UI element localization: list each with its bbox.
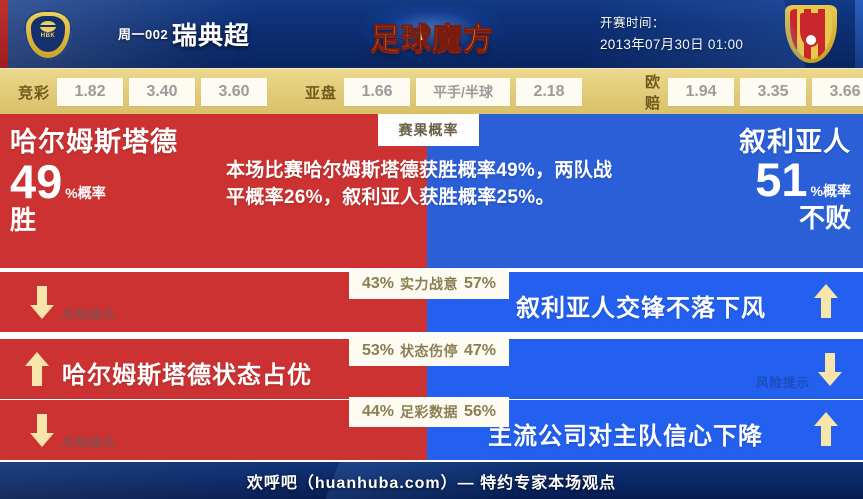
away-result-label: 不败 <box>798 202 851 233</box>
home-team-block: 哈尔姆斯塔德 49 %概率 胜 <box>10 129 238 233</box>
away-verdict-text: 主流公司对主队信心下降 <box>488 423 763 450</box>
header-bar: HBK 周一002 瑞典超 足球魔方 开赛时间： 2013年07月30日 01:… <box>0 0 863 68</box>
match-round: 周一002 <box>118 27 169 42</box>
arrow-up-icon <box>814 284 838 318</box>
chip-category: 状态伤停 <box>400 343 458 359</box>
away-risk-label: 风险提示 <box>756 376 811 390</box>
home-result-label: 胜 <box>10 204 37 235</box>
category-chip: 44% 足彩数据 56% <box>349 397 509 427</box>
table-row: 风险提示 43% 实力战意 57% 叙利亚人交锋不落下风 <box>0 269 863 332</box>
chip-left-percent: 43% <box>361 275 394 292</box>
home-percent-unit: %概率 <box>65 185 106 201</box>
home-panel <box>0 114 427 268</box>
chip-category: 足彩数据 <box>400 404 458 420</box>
home-team-crest-icon: HBK <box>22 8 74 62</box>
home-crest-text: HBK <box>40 33 56 39</box>
odds-cell[interactable]: 3.35 <box>740 78 807 106</box>
arrow-down-icon <box>30 286 54 320</box>
away-percent-unit: %概率 <box>810 183 851 199</box>
header-left-accent <box>0 0 8 68</box>
odds-cell[interactable]: 3.60 <box>201 78 268 106</box>
footer-bar: 欢呼吧（huanhuba.com）— 特约专家本场观点 <box>0 462 863 499</box>
away-panel <box>427 114 863 268</box>
category-chip: 43% 实力战意 57% <box>349 269 509 299</box>
chip-right-percent: 57% <box>464 275 497 292</box>
odds-cell[interactable]: 1.82 <box>57 78 124 106</box>
odds-cell[interactable]: 1.94 <box>668 78 735 106</box>
kickoff-time-label: 开赛时间： <box>600 16 666 30</box>
odds-cell[interactable]: 2.18 <box>516 78 583 106</box>
brand-logo-text: 足球魔方 <box>370 23 494 57</box>
away-win-percent: 51 <box>755 153 808 206</box>
odds-group-label: 欧赔 <box>645 74 662 112</box>
panel-tab-title: 赛果概率 <box>378 114 479 146</box>
arrow-down-icon <box>30 414 54 448</box>
category-chip: 53% 状态伤停 47% <box>349 336 509 366</box>
header-right-accent <box>855 0 863 68</box>
brand-logo: 足球魔方 <box>358 6 506 60</box>
chip-right-percent: 56% <box>464 403 497 420</box>
table-row: 风险提示 44% 足彩数据 56% 主流公司对主队信心下降 <box>0 397 863 460</box>
odds-cell[interactable]: 1.66 <box>344 78 411 106</box>
away-verdict-text: 叙利亚人交锋不落下风 <box>516 295 766 322</box>
arrow-up-icon <box>25 352 49 386</box>
home-win-percent: 49 <box>10 155 63 208</box>
odds-group-yapan: 亚盘 1.66 平手/半球 2.18 <box>305 69 588 115</box>
home-risk-label: 风险提示 <box>62 308 117 322</box>
odds-bar: 竞彩 1.82 3.40 3.60 亚盘 1.66 平手/半球 2.18 欧赔 … <box>0 68 863 115</box>
kickoff-time-value: 2013年07月30日 01:00 <box>600 37 744 52</box>
home-team-name: 哈尔姆斯塔德 <box>10 127 178 157</box>
odds-group-oupei: 欧赔 1.94 3.35 3.66 <box>645 69 863 115</box>
probability-panel: 赛果概率 哈尔姆斯塔德 49 %概率 胜 叙利亚人 51 %概率 不败 本场比赛… <box>0 114 863 268</box>
odds-group-jingcai: 竞彩 1.82 3.40 3.60 <box>18 69 273 115</box>
home-verdict-text: 哈尔姆斯塔德状态占优 <box>62 362 312 389</box>
odds-cell[interactable]: 3.66 <box>812 78 863 106</box>
chip-category: 实力战意 <box>400 276 458 292</box>
away-team-block: 叙利亚人 51 %概率 不败 <box>621 129 851 231</box>
chip-left-percent: 53% <box>361 342 394 359</box>
home-risk-label: 风险提示 <box>62 436 117 450</box>
comparison-rows: 风险提示 43% 实力战意 57% 叙利亚人交锋不落下风 哈尔姆斯塔德状态占优 … <box>0 268 863 462</box>
match-summary-text: 本场比赛哈尔姆斯塔德获胜概率49%，两队战平概率26%，叙利亚人获胜概率25%。 <box>226 160 613 208</box>
odds-cell-handicap[interactable]: 平手/半球 <box>416 78 511 106</box>
odds-group-label: 竞彩 <box>18 84 51 102</box>
league-name: 瑞典超 <box>172 22 251 50</box>
odds-group-label: 亚盘 <box>305 84 338 102</box>
table-row: 哈尔姆斯塔德状态占优 53% 状态伤停 47% 风险提示 <box>0 336 863 399</box>
footer-text: 欢呼吧（huanhuba.com）— 特约专家本场观点 <box>246 474 617 492</box>
away-team-name: 叙利亚人 <box>739 127 851 157</box>
arrow-down-icon <box>818 353 842 387</box>
arrow-up-icon <box>814 412 838 446</box>
odds-cell[interactable]: 3.40 <box>129 78 196 106</box>
chip-left-percent: 44% <box>361 403 394 420</box>
away-team-crest-icon <box>785 5 837 63</box>
chip-right-percent: 47% <box>464 342 497 359</box>
